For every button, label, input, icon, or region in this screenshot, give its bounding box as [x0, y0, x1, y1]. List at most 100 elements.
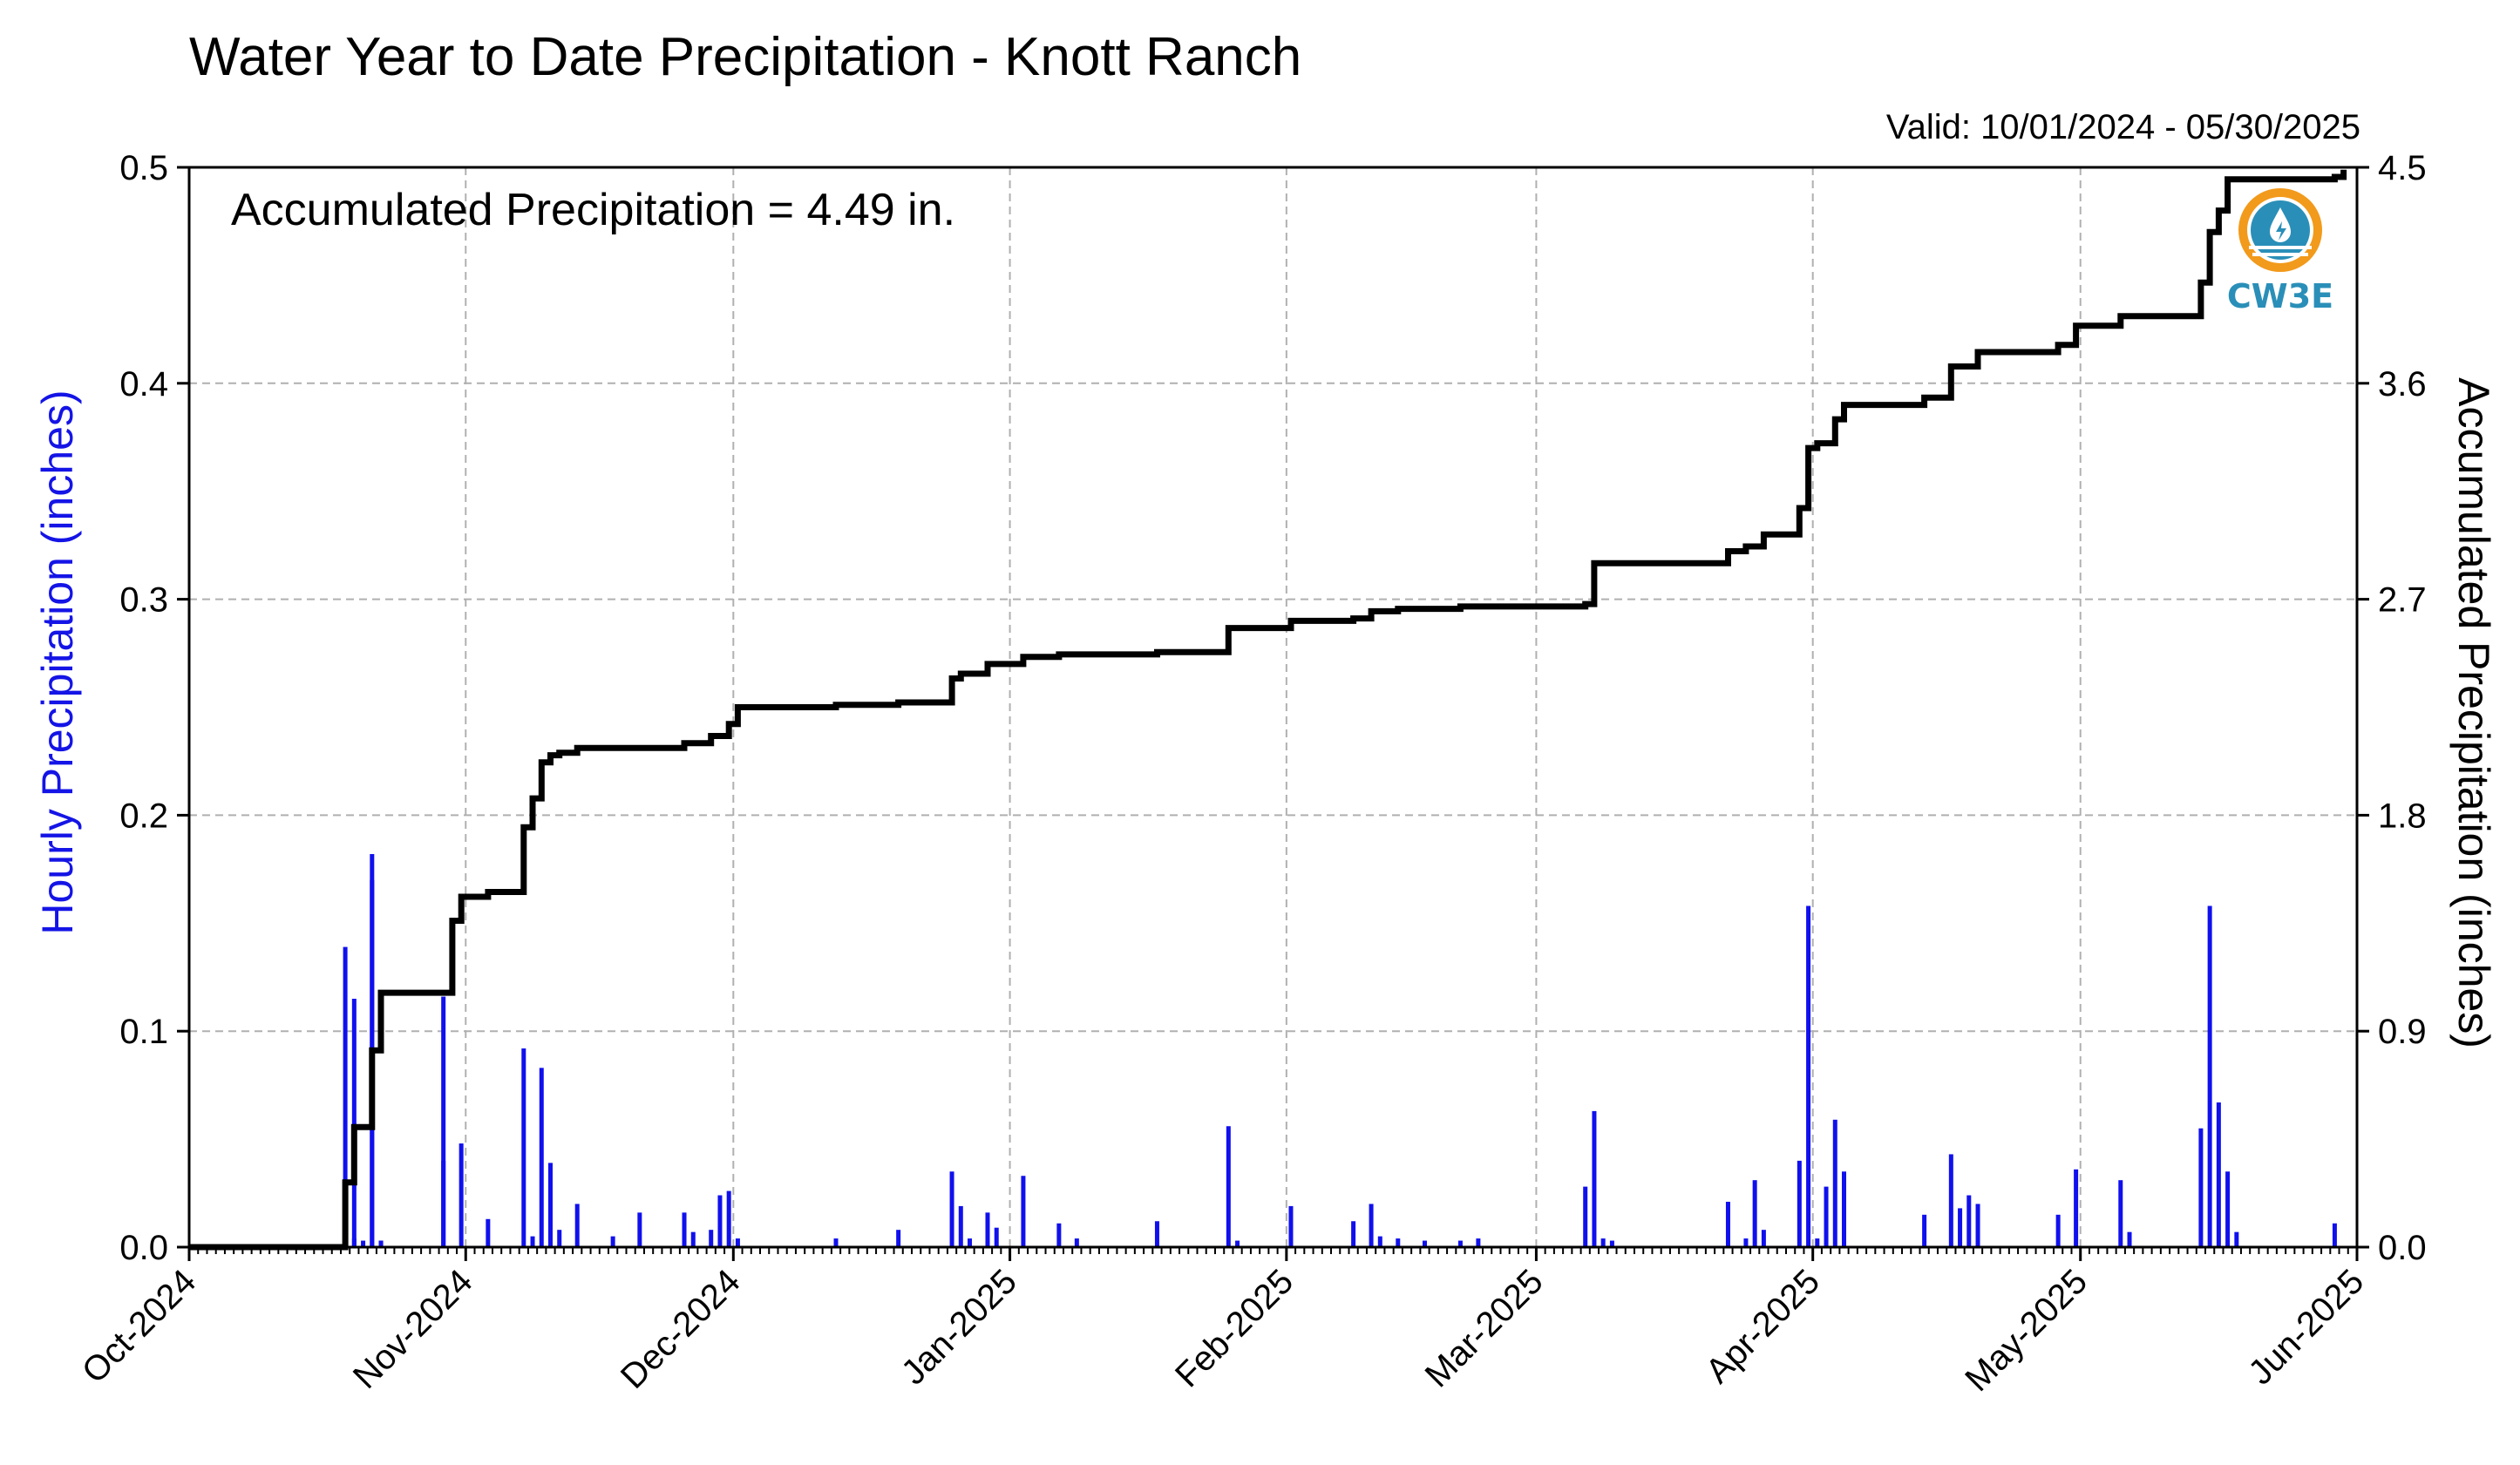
hourly-precip-bar: [539, 1068, 544, 1247]
hourly-precip-bar: [2207, 905, 2212, 1247]
water-drop-icon: [2238, 188, 2322, 272]
hourly-precipitation-bars: [343, 854, 2337, 1247]
x-tick-label: Apr-2025: [1699, 1262, 1827, 1390]
hourly-precip-bar: [735, 1238, 740, 1247]
x-tick-label: Dec-2024: [614, 1262, 748, 1396]
hourly-precip-bar: [2198, 1128, 2204, 1247]
hourly-precip-bar: [1583, 1186, 1588, 1247]
hourly-precip-bar: [441, 996, 446, 1247]
x-tick-label: Jan-2025: [894, 1262, 1024, 1392]
hourly-precip-bar: [637, 1212, 642, 1247]
cw3e-logo: CW3E: [2225, 181, 2336, 321]
accumulated-total-label: Accumulated Precipitation = 4.49 in.: [231, 185, 956, 235]
hourly-precip-bar: [361, 1240, 366, 1247]
left-y-tick-label: 0.5: [119, 149, 168, 187]
hourly-precip-bar: [1154, 1221, 1159, 1247]
hourly-precip-bar: [1975, 1204, 1980, 1247]
hourly-precip-bar: [610, 1236, 615, 1247]
left-y-tick-label: 0.0: [119, 1229, 168, 1267]
x-axis: Oct-2024 Nov-2024 Dec-2024 Jan-2025 Feb-2025…: [75, 1247, 2371, 1399]
x-tick-label: Jun-2025: [2241, 1262, 2371, 1392]
hourly-precip-bar: [1797, 1160, 1802, 1247]
hourly-precip-bar: [1457, 1240, 1463, 1247]
hourly-precip-bar: [2055, 1214, 2061, 1247]
hourly-precip-bar: [1369, 1204, 1374, 1247]
hourly-precip-bar: [1056, 1223, 1062, 1247]
hourly-precip-bar: [1842, 1171, 1847, 1247]
hourly-precip-bar: [985, 1212, 990, 1247]
hourly-precip-bar: [1761, 1230, 1766, 1247]
hourly-precip-bar: [1351, 1221, 1356, 1247]
grid-lines: [189, 167, 2357, 1247]
valid-date-range: Valid: 10/01/2024 - 05/30/2025: [1885, 108, 2360, 146]
hourly-precip-bar: [2118, 1180, 2123, 1247]
hourly-precip-bar: [958, 1205, 963, 1247]
hourly-precip-bar: [2332, 1223, 2337, 1247]
hourly-precip-bar: [530, 1236, 535, 1247]
left-y-tick-label: 0.3: [119, 581, 168, 620]
right-y-tick-label: 4.5: [2378, 149, 2427, 187]
right-y-tick-label: 0.9: [2378, 1013, 2427, 1051]
hourly-precip-bar: [1725, 1201, 1730, 1247]
x-tick-label: Oct-2024: [75, 1262, 203, 1390]
hourly-precip-bar: [1288, 1205, 1294, 1247]
hourly-precip-bar: [1476, 1238, 1481, 1247]
hourly-precip-bar: [896, 1230, 901, 1247]
left-axis-label: Hourly Precipitation (inches): [33, 390, 82, 935]
right-axis-label: Accumulated Precipitation (inches): [2449, 377, 2498, 1048]
hourly-precip-bar: [351, 1238, 357, 1247]
hourly-precip-bar: [2074, 1169, 2079, 1247]
right-y-axis: 0.0 0.9 1.8 2.7 3.6 4.5: [2357, 149, 2427, 1267]
hourly-precip-bar: [1752, 1180, 1757, 1247]
x-tick-label: Feb-2025: [1168, 1262, 1301, 1394]
hourly-precip-bar: [1815, 1238, 1820, 1247]
logo-text: CW3E: [2226, 277, 2334, 315]
hourly-precip-bar: [690, 1231, 696, 1247]
hourly-precip-bar: [833, 1238, 839, 1247]
hourly-precip-bar: [1592, 1110, 1597, 1247]
right-y-tick-label: 1.8: [2378, 797, 2427, 835]
left-y-tick-label: 0.1: [119, 1013, 168, 1051]
hourly-precip-bar: [1743, 1238, 1749, 1247]
hourly-precip-bar: [521, 1048, 526, 1247]
left-y-tick-label: 0.4: [119, 365, 168, 404]
right-y-tick-label: 3.6: [2378, 365, 2427, 404]
hourly-precip-bar: [1922, 1214, 1927, 1247]
hourly-precip-bar: [1377, 1236, 1382, 1247]
plot-frame: [187, 166, 2359, 1249]
hourly-precip-bar: [1021, 1176, 1026, 1247]
x-tick-label: Mar-2025: [1418, 1262, 1551, 1394]
hourly-precip-bar: [486, 1218, 491, 1247]
hourly-precip-bar: [2216, 1102, 2221, 1247]
hourly-precip-bar: [1226, 1126, 1231, 1247]
hourly-precip-bar: [1609, 1240, 1614, 1247]
hourly-precip-bar: [1806, 905, 1811, 1247]
hourly-precip-bar: [949, 1171, 954, 1247]
hourly-precip-bar: [1966, 1195, 1972, 1247]
hourly-precip-bar: [2225, 1171, 2231, 1247]
hourly-precip-bar: [1948, 1154, 1953, 1247]
hourly-precip-bar: [1396, 1238, 1401, 1247]
hourly-precip-bar: [378, 1240, 384, 1247]
hourly-precip-bar: [994, 1227, 999, 1247]
hourly-precip-bar: [1600, 1238, 1606, 1247]
hourly-precip-bar: [343, 946, 348, 1247]
right-y-tick-label: 0.0: [2378, 1229, 2427, 1267]
chart-title: Water Year to Date Precipitation - Knott…: [189, 27, 1302, 87]
hourly-precip-bar: [726, 1190, 731, 1247]
hourly-precip-bar: [968, 1238, 973, 1247]
hourly-precip-bar: [682, 1212, 687, 1247]
hourly-precip-bar: [709, 1230, 714, 1247]
hourly-precip-bar: [548, 1204, 553, 1247]
left-y-axis: 0.0 0.1 0.2 0.3 0.4 0.5: [119, 149, 189, 1267]
x-tick-label: Nov-2024: [346, 1262, 480, 1396]
hourly-precip-bar: [557, 1230, 562, 1247]
hourly-precip-bar: [1832, 1119, 1837, 1247]
hourly-precip-bar: [458, 1143, 464, 1247]
hourly-precip-bar: [1074, 1238, 1079, 1247]
hourly-precip-bar: [441, 1160, 446, 1247]
hourly-precip-bar: [351, 999, 357, 1247]
hourly-precip-bar: [717, 1195, 723, 1247]
accumulated-precipitation-line: [189, 169, 2347, 1251]
hourly-precip-bar: [574, 1204, 580, 1247]
